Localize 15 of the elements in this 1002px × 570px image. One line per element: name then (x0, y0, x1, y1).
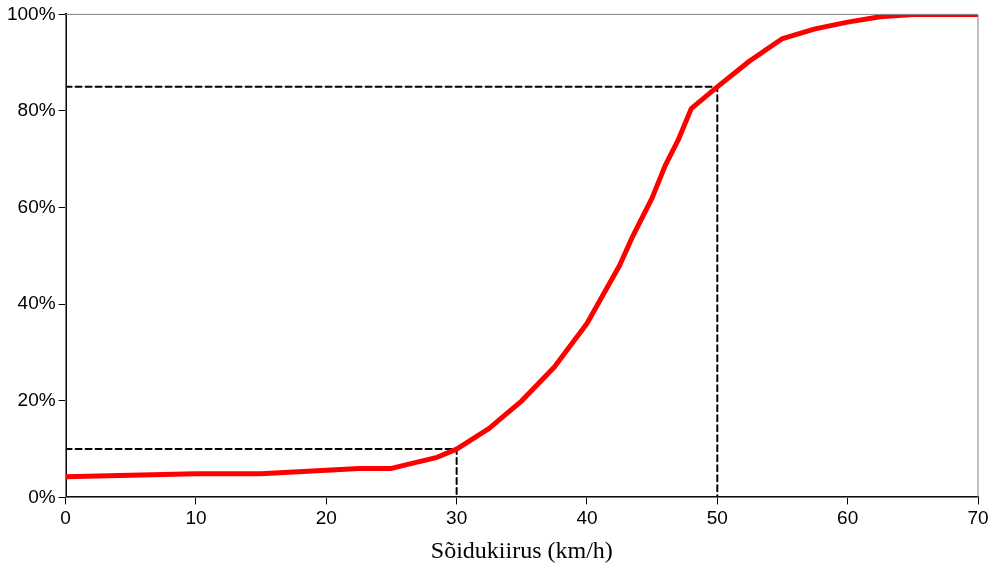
y-tick-label: 80% (17, 99, 56, 121)
x-tick-label: 70 (967, 507, 989, 529)
x-tick-label: 10 (185, 507, 207, 529)
y-tick-label: 0% (28, 485, 56, 507)
y-tick-label: 20% (17, 389, 56, 411)
x-tick-label: 60 (837, 507, 859, 529)
x-tick-label: 40 (576, 507, 598, 529)
x-axis-title: Sõidukiirus (km/h) (430, 536, 613, 563)
y-tick-label: 100% (6, 2, 56, 24)
x-tick-label: 30 (446, 507, 468, 529)
x-tick-label: 0 (60, 507, 71, 529)
x-tick-label: 50 (706, 507, 728, 529)
y-tick-label: 60% (17, 195, 56, 217)
x-tick-label: 20 (315, 507, 337, 529)
y-tick-label: 40% (17, 292, 56, 314)
